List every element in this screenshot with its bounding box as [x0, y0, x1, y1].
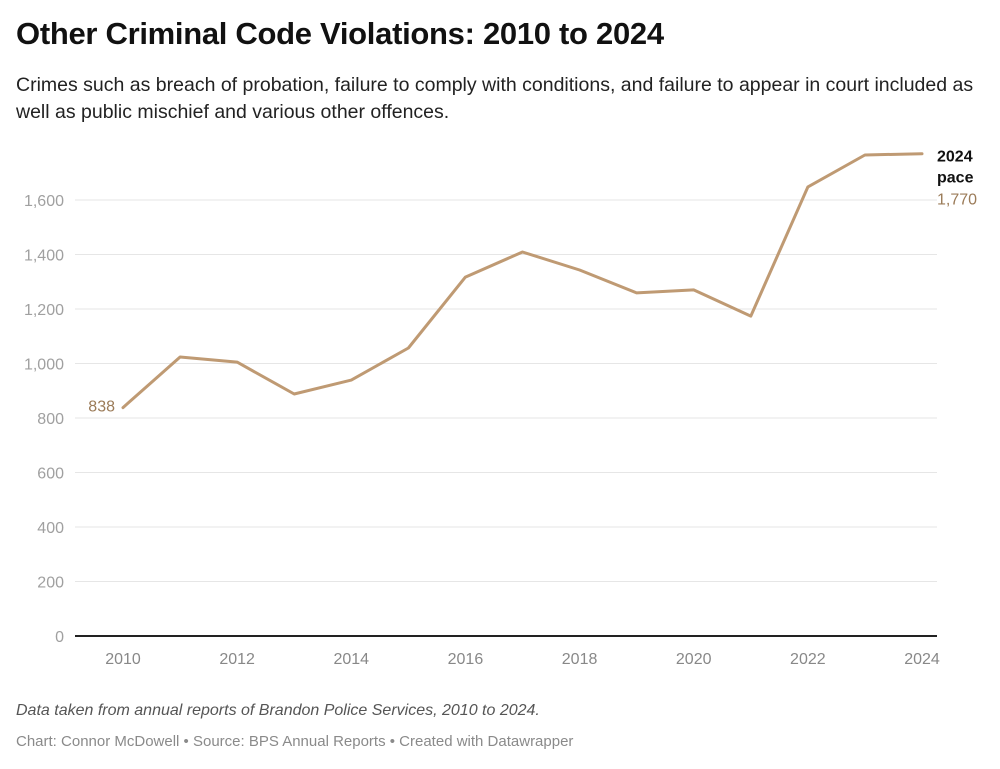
x-axis-ticks: 2010 2012 2014 2016 2018 2020 2022 2024 — [105, 651, 940, 668]
end-label-pace: pace — [937, 170, 974, 187]
x-tick-label: 2012 — [219, 651, 255, 668]
y-tick-label: 0 — [55, 629, 64, 646]
end-label-year: 2024 — [937, 149, 973, 166]
x-tick-label: 2010 — [105, 651, 141, 668]
y-tick-label: 1,200 — [24, 302, 64, 319]
series-line — [121, 152, 924, 410]
x-tick-label: 2020 — [676, 651, 712, 668]
y-axis-ticks: 0 200 400 600 800 1,000 1,200 1,400 1,600 — [24, 193, 64, 646]
chart-notes: Data taken from annual reports of Brando… — [16, 702, 540, 719]
chart-title: Other Criminal Code Violations: 2010 to … — [16, 16, 664, 51]
y-tick-label: 1,600 — [24, 193, 64, 210]
y-tick-label: 600 — [37, 466, 64, 483]
x-tick-label: 2016 — [448, 651, 484, 668]
y-tick-label: 400 — [37, 520, 64, 537]
y-tick-label: 1,400 — [24, 248, 64, 265]
y-tick-label: 1,000 — [24, 357, 64, 374]
gridlines — [75, 199, 937, 582]
chart-subtitle: Crimes such as breach of probation, fail… — [16, 74, 974, 123]
start-value-label: 838 — [88, 399, 115, 416]
x-tick-label: 2014 — [333, 651, 369, 668]
y-tick-label: 800 — [37, 411, 64, 428]
x-tick-label: 2018 — [562, 651, 598, 668]
end-value-label: 1,770 — [937, 192, 977, 209]
chart-byline: Chart: Connor McDowell • Source: BPS Ann… — [16, 733, 574, 750]
x-tick-label: 2024 — [904, 651, 940, 668]
x-tick-label: 2022 — [790, 651, 826, 668]
y-tick-label: 200 — [37, 575, 64, 592]
